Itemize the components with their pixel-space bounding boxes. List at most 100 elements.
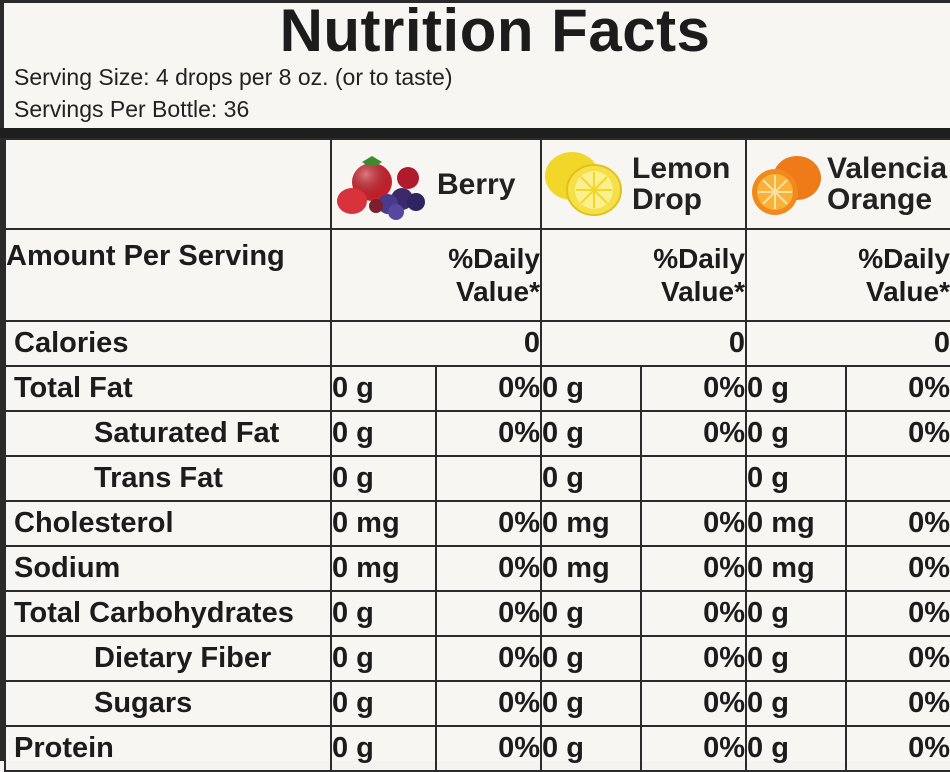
nutrient-daily-percent: 0% xyxy=(640,500,748,547)
label-top-border xyxy=(0,0,950,3)
nutrient-name: Protein xyxy=(4,725,332,772)
nutrient-daily-percent: 0% xyxy=(640,635,748,682)
nutrition-table: Berry xyxy=(4,138,950,772)
calories-label: Calories xyxy=(4,320,332,367)
nutrient-name: Sugars xyxy=(4,680,332,727)
daily-value-header: %Daily Value* xyxy=(745,228,950,322)
nutrient-daily-percent: 0% xyxy=(434,500,543,547)
berry-fruit-icon xyxy=(337,156,425,220)
daily-value-header: %Daily Value* xyxy=(329,228,543,322)
nutrient-amount: 0 g xyxy=(330,455,437,502)
nutrient-name: Saturated Fat xyxy=(4,410,332,457)
nutrient-daily-percent: 0% xyxy=(434,365,543,412)
nutrient-amount: 0 g xyxy=(540,635,643,682)
nutrient-amount: 0 g xyxy=(745,725,848,772)
nutrient-name: Dietary Fiber xyxy=(4,635,332,682)
nutrient-daily-percent xyxy=(640,455,748,502)
daily-value-line2: Value* xyxy=(865,276,950,307)
nutrient-amount: 0 mg xyxy=(745,545,848,592)
daily-value-header: %Daily Value* xyxy=(540,228,748,322)
nutrient-row: Total Carbohydrates 0 g 0% 0 g 0% 0 g 0% xyxy=(4,590,950,637)
nutrient-daily-percent: 0% xyxy=(845,545,950,592)
nutrient-daily-percent: 0% xyxy=(434,545,543,592)
nutrient-daily-percent: 0% xyxy=(845,680,950,727)
nutrient-daily-percent: 0% xyxy=(845,500,950,547)
nutrient-name: Sodium xyxy=(4,545,332,592)
nutrient-row: Protein 0 g 0% 0 g 0% 0 g 0% xyxy=(4,725,950,772)
serving-size: Serving Size: 4 drops per 8 oz. (or to t… xyxy=(14,64,453,90)
nutrient-name: Trans Fat xyxy=(4,455,332,502)
nutrient-name: Cholesterol xyxy=(4,500,332,547)
nutrient-amount: 0 g xyxy=(330,365,437,412)
nutrient-row: Dietary Fiber 0 g 0% 0 g 0% 0 g 0% xyxy=(4,635,950,682)
nutrient-daily-percent: 0% xyxy=(640,680,748,727)
daily-value-line2: Value* xyxy=(455,276,541,307)
nutrient-amount: 0 g xyxy=(745,680,848,727)
nutrient-amount: 0 g xyxy=(745,635,848,682)
nutrient-row: Saturated Fat 0 g 0% 0 g 0% 0 g 0% xyxy=(4,410,950,457)
nutrient-amount: 0 g xyxy=(540,590,643,637)
nutrient-row: Sodium 0 mg 0% 0 mg 0% 0 mg 0% xyxy=(4,545,950,592)
nutrient-daily-percent xyxy=(434,455,543,502)
lemon-fruit-icon xyxy=(545,152,623,216)
amount-per-serving-label: Amount Per Serving xyxy=(4,228,332,322)
nutrient-amount: 0 mg xyxy=(330,545,437,592)
nutrient-amount: 0 g xyxy=(540,725,643,772)
flavor-header-lemon: Lemon Drop xyxy=(540,138,748,230)
calories-value: 0 xyxy=(540,320,748,367)
flavor-name-orange-line1: Valencia xyxy=(827,152,948,185)
thick-divider xyxy=(0,128,950,138)
nutrient-amount: 0 g xyxy=(745,365,848,412)
calories-value: 0 xyxy=(745,320,950,367)
daily-value-line1: %Daily xyxy=(653,243,746,274)
nutrient-row: Total Fat 0 g 0% 0 g 0% 0 g 0% xyxy=(4,365,950,412)
nutrient-daily-percent: 0% xyxy=(845,590,950,637)
calories-row: Calories 0 0 0 xyxy=(4,320,950,367)
nutrient-daily-percent: 0% xyxy=(434,680,543,727)
nutrient-amount: 0 g xyxy=(330,410,437,457)
nutrient-daily-percent: 0% xyxy=(640,725,748,772)
nutrient-amount: 0 g xyxy=(540,410,643,457)
nutrient-row: Sugars 0 g 0% 0 g 0% 0 g 0% xyxy=(4,680,950,727)
nutrient-amount: 0 mg xyxy=(330,500,437,547)
nutrient-daily-percent: 0% xyxy=(845,365,950,412)
nutrient-daily-percent: 0% xyxy=(434,725,543,772)
flavor-name-lemon-line2: Drop xyxy=(632,183,703,216)
nutrient-amount: 0 g xyxy=(330,635,437,682)
nutrient-row: Cholesterol 0 mg 0% 0 mg 0% 0 mg 0% xyxy=(4,500,950,547)
nutrient-name: Total Carbohydrates xyxy=(4,590,332,637)
nutrient-amount: 0 g xyxy=(330,725,437,772)
nutrient-name: Total Fat xyxy=(4,365,332,412)
orange-fruit-icon xyxy=(752,156,822,215)
nutrient-daily-percent: 0% xyxy=(434,410,543,457)
flavor-name-orange-line2: Orange xyxy=(827,183,933,216)
nutrient-daily-percent: 0% xyxy=(640,590,748,637)
nutrient-daily-percent: 0% xyxy=(640,410,748,457)
nutrient-amount: 0 g xyxy=(745,590,848,637)
nutrient-amount: 0 g xyxy=(330,590,437,637)
label-left-border xyxy=(0,0,4,761)
nutrient-amount: 0 g xyxy=(745,455,848,502)
nutrient-amount: 0 g xyxy=(330,680,437,727)
nutrient-daily-percent: 0% xyxy=(434,590,543,637)
calories-value: 0 xyxy=(329,320,543,367)
nutrient-amount: 0 mg xyxy=(745,500,848,547)
nutrient-daily-percent: 0% xyxy=(434,635,543,682)
nutrient-daily-percent xyxy=(845,455,950,502)
nutrient-daily-percent: 0% xyxy=(640,365,748,412)
header-empty-cell xyxy=(4,138,332,230)
flavor-name-berry: Berry xyxy=(437,167,516,201)
nutrient-daily-percent: 0% xyxy=(845,725,950,772)
nutrient-amount: 0 g xyxy=(745,410,848,457)
nutrient-daily-percent: 0% xyxy=(845,635,950,682)
flavor-header-row: Berry xyxy=(4,138,950,230)
nutrient-amount: 0 mg xyxy=(540,545,643,592)
amount-per-serving-row: Amount Per Serving %Daily Value* %Daily … xyxy=(4,228,950,322)
nutrient-amount: 0 g xyxy=(540,680,643,727)
daily-value-line1: %Daily xyxy=(448,243,541,274)
nutrient-amount: 0 mg xyxy=(540,500,643,547)
daily-value-line1: %Daily xyxy=(858,243,950,274)
daily-value-line2: Value* xyxy=(660,276,746,307)
